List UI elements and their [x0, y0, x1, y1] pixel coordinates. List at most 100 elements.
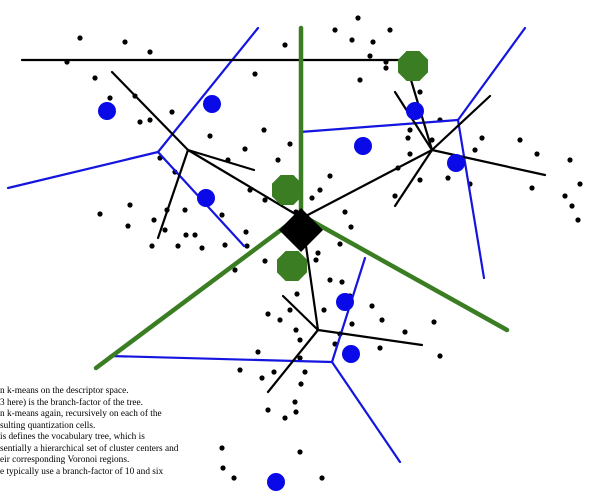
- descriptor-point: [199, 245, 205, 251]
- descriptor-point: [92, 75, 98, 81]
- level2-boundary-right: [456, 118, 486, 280]
- descriptor-point: [232, 267, 238, 273]
- descriptor-point: [231, 475, 237, 481]
- level2-center: [98, 102, 116, 120]
- descriptor-point: [315, 250, 321, 256]
- caption-line: n k-means again, recursively on each of …: [0, 409, 162, 419]
- descriptor-point: [349, 37, 355, 43]
- tree-edge: [300, 148, 434, 220]
- descriptor-point: [262, 258, 268, 264]
- level2-center: [406, 102, 424, 120]
- descriptor-point: [175, 243, 181, 249]
- descriptor-point: [369, 303, 375, 309]
- tree-edge: [393, 148, 434, 208]
- tree-edge: [281, 294, 320, 332]
- descriptor-point: [392, 193, 398, 199]
- level1-boundary: [298, 212, 510, 333]
- descriptor-point: [282, 415, 288, 421]
- descriptor-point: [569, 203, 575, 209]
- descriptor-point: [349, 321, 355, 327]
- descriptor-point: [222, 242, 228, 248]
- descriptor-point: [261, 127, 267, 133]
- level2-center: [203, 95, 221, 113]
- descriptor-point: [149, 243, 155, 249]
- descriptor-point: [292, 399, 298, 405]
- descriptor-point: [417, 177, 423, 183]
- descriptor-point: [169, 109, 175, 115]
- descriptor-point: [242, 146, 248, 152]
- descriptor-point: [265, 407, 271, 413]
- descriptor-point: [319, 475, 325, 481]
- descriptor-point: [252, 71, 258, 77]
- tree-edge: [393, 90, 434, 152]
- descriptor-point: [445, 175, 451, 181]
- descriptor-point: [262, 197, 268, 203]
- descriptor-point: [479, 135, 485, 141]
- caption-text: n k-means on the descriptor space. 3 here…: [0, 386, 240, 478]
- descriptor-point: [127, 202, 133, 208]
- level1-center: [398, 51, 428, 81]
- descriptor-point: [357, 77, 363, 83]
- level2-boundary-left: [156, 26, 260, 154]
- tree-edge: [266, 328, 320, 394]
- caption-line: eir corresponding Voronoi regions.: [0, 455, 130, 465]
- descriptor-point: [472, 147, 478, 153]
- level1-center: [277, 251, 307, 281]
- descriptor-point: [309, 195, 315, 201]
- descriptor-point: [407, 127, 413, 133]
- level1-center: [272, 175, 302, 205]
- level2-boundary-left: [6, 150, 160, 190]
- level2-boundary-bottom: [330, 360, 402, 464]
- level2-boundary-right: [298, 118, 460, 134]
- descriptor-point: [337, 241, 343, 247]
- descriptor-point: [517, 137, 523, 143]
- tree-edge: [156, 148, 190, 240]
- descriptor-point: [162, 227, 168, 233]
- level1-cluster-centers: [272, 51, 428, 281]
- level2-center: [342, 345, 360, 363]
- descriptor-point: [575, 217, 581, 223]
- descriptor-point: [297, 449, 303, 455]
- descriptor-point: [567, 157, 573, 163]
- descriptor-point: [405, 135, 411, 141]
- descriptor-point: [407, 151, 413, 157]
- descriptor-point: [297, 355, 303, 361]
- descriptor-point: [243, 229, 249, 235]
- descriptor-point: [277, 317, 283, 323]
- descriptor-point: [437, 353, 443, 359]
- descriptor-point: [327, 277, 333, 283]
- level2-center: [197, 189, 215, 207]
- descriptor-point: [265, 311, 271, 317]
- level2-center: [336, 293, 354, 311]
- descriptor-point: [125, 223, 131, 229]
- caption-line: sentially a hierarchical set of cluster …: [0, 443, 179, 454]
- caption-line: 3 here) is the branch-factor of the tree…: [0, 397, 143, 408]
- descriptor-point: [348, 224, 354, 230]
- descriptor-point: [302, 369, 308, 375]
- descriptor-point: [137, 119, 143, 125]
- descriptor-point: [327, 173, 333, 179]
- level2-center: [267, 473, 285, 491]
- descriptor-point: [259, 375, 265, 381]
- descriptor-point: [182, 207, 188, 213]
- root-diamond-marker: [279, 208, 323, 252]
- descriptor-point: [529, 185, 535, 191]
- descriptor-point: [220, 465, 226, 471]
- descriptor-point: [431, 319, 437, 325]
- descriptor-point: [107, 95, 113, 101]
- descriptor-point: [147, 49, 153, 55]
- descriptor-point: [287, 307, 293, 313]
- level1-boundary: [93, 212, 304, 371]
- descriptor-point: [151, 217, 157, 223]
- descriptor-point: [293, 409, 299, 415]
- caption-line: n k-means on the descriptor space.: [0, 386, 129, 396]
- tree-edge: [186, 148, 304, 220]
- descriptor-point: [244, 243, 250, 249]
- descriptor-point: [429, 137, 435, 143]
- descriptor-point: [294, 291, 300, 297]
- level2-boundary-right: [456, 26, 527, 122]
- descriptor-point: [219, 445, 225, 451]
- descriptor-point: [77, 35, 83, 41]
- descriptor-point: [387, 27, 393, 33]
- data-points: [64, 15, 583, 481]
